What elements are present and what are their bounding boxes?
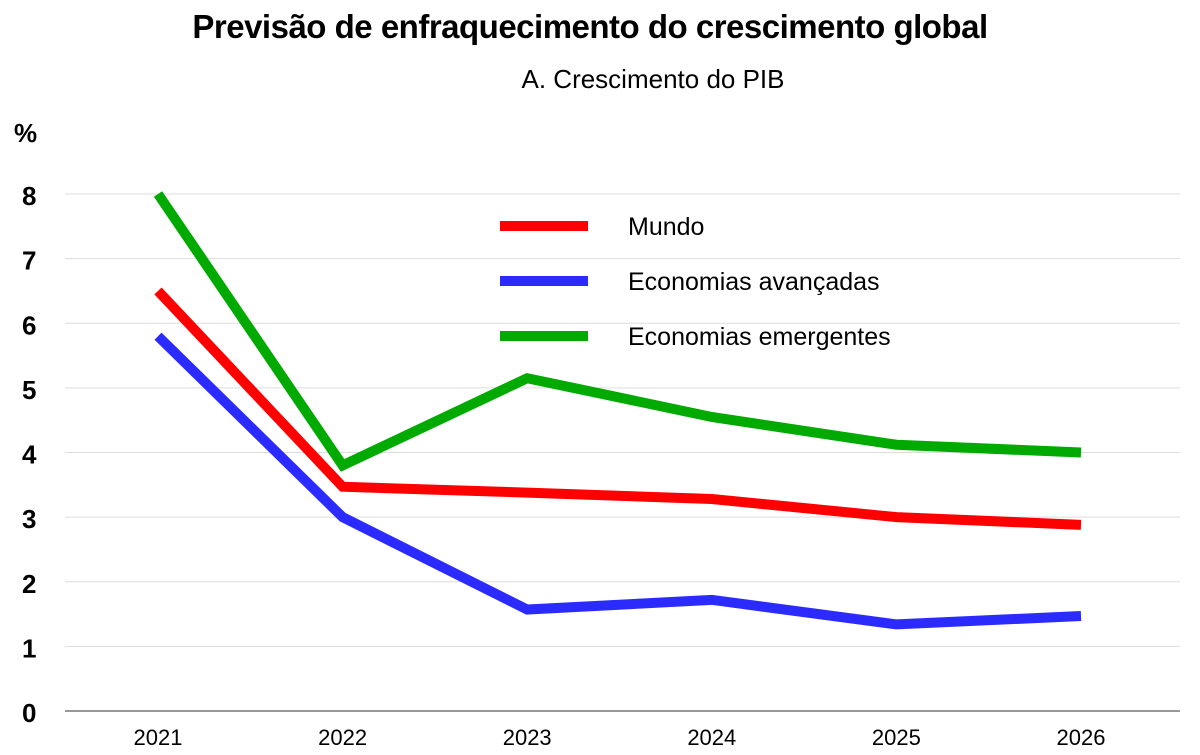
y-tick-label: 1	[22, 633, 36, 663]
y-tick-label: 5	[22, 375, 36, 405]
legend: Mundo Economias avançadas Economias emerge…	[500, 213, 891, 351]
legend-label: Mundo	[628, 213, 704, 241]
y-tick-label: 8	[22, 181, 36, 211]
y-tick-label: 6	[22, 310, 36, 340]
legend-label: Economias avançadas	[628, 268, 880, 296]
y-tick-label: 2	[22, 569, 36, 599]
y-tick-label: 3	[22, 504, 36, 534]
y-axis-label: %	[14, 118, 37, 148]
chart-subtitle: A. Crescimento do PIB	[521, 64, 785, 94]
chart-title: Previsão de enfraquecimento do crescimen…	[192, 8, 988, 45]
x-tick-label: 2026	[1057, 725, 1106, 750]
x-tick-label: 2022	[318, 725, 367, 750]
legend-label: Economias emergentes	[628, 323, 891, 351]
y-tick-label: 4	[22, 440, 37, 470]
series-line	[153, 191, 1082, 472]
x-tick-label: 2025	[872, 725, 921, 750]
y-tick-label: 7	[22, 246, 36, 276]
x-tick-labels: 2021 2022 2023 2024 2025 2026	[134, 725, 1106, 750]
series-line	[154, 287, 1082, 530]
y-tick-labels: 0 1 2 3 4 5 6 7 8	[22, 181, 37, 728]
series-line	[154, 332, 1082, 630]
x-tick-label: 2023	[503, 725, 552, 750]
x-tick-label: 2024	[687, 725, 736, 750]
x-tick-label: 2021	[134, 725, 183, 750]
y-tick-label: 0	[22, 698, 36, 728]
series-lines	[153, 191, 1082, 630]
